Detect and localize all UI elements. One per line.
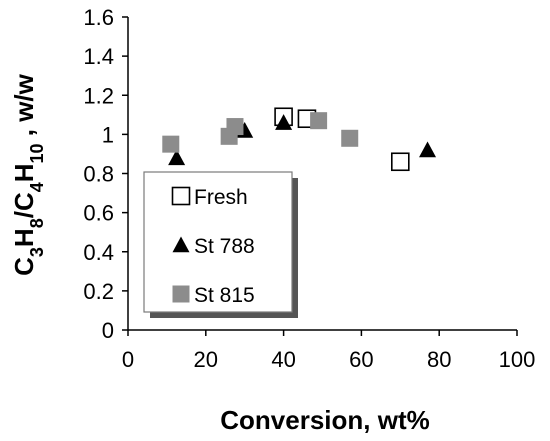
x-tick-label: 0 xyxy=(122,347,134,372)
y-title-part: H xyxy=(9,228,39,247)
data-point xyxy=(162,135,180,153)
legend-label: St 788 xyxy=(194,235,255,258)
y-axis-title: C3H8/C4H10 , w/w xyxy=(9,73,47,276)
y-tick-label: 0.4 xyxy=(83,240,114,265)
x-tick-label: 80 xyxy=(427,347,451,372)
y-tick-label: 0.8 xyxy=(83,162,114,187)
legend: Fresh St 788 St 815 xyxy=(143,171,298,318)
x-tick-label: 20 xyxy=(194,347,218,372)
y-title-subscript: 8 xyxy=(27,218,47,228)
data-point xyxy=(226,118,244,136)
y-tick-label: 0 xyxy=(102,318,114,343)
y-tick-label: 1 xyxy=(102,122,114,147)
y-title-subscript: 3 xyxy=(27,247,47,257)
x-tick-label: 100 xyxy=(499,347,536,372)
x-tick-label: 40 xyxy=(271,347,295,372)
y-title-subscript: 10 xyxy=(27,143,47,163)
y-title-part: , w/w xyxy=(9,73,39,143)
legend-marker xyxy=(171,186,191,206)
y-tick-label: 1.6 xyxy=(83,5,114,30)
y-tick-label: 0.2 xyxy=(83,279,114,304)
x-axis-title: Conversion, wt% xyxy=(220,405,429,435)
y-tick-label: 1.2 xyxy=(83,83,114,108)
y-tick-labels: 0 0.2 0.4 0.6 0.8 1 1.2 1.4 1.6 xyxy=(83,5,114,343)
x-tick-labels: 0 20 40 60 80 100 xyxy=(122,347,535,372)
data-point xyxy=(341,129,359,147)
x-tick-label: 60 xyxy=(349,347,373,372)
legend-label: Fresh xyxy=(194,186,248,209)
y-tick-label: 1.4 xyxy=(83,44,114,69)
axes xyxy=(122,16,518,336)
data-point xyxy=(310,112,328,130)
y-tick-label: 0.6 xyxy=(83,201,114,226)
y-title-subscript: 4 xyxy=(27,182,47,192)
data-point xyxy=(168,149,186,166)
legend-marker xyxy=(172,236,190,253)
y-title-part: H xyxy=(9,163,39,182)
data-point xyxy=(419,141,437,158)
legend-marker xyxy=(172,285,190,303)
legend-label: St 815 xyxy=(194,284,255,307)
y-title-part: /C xyxy=(9,192,39,218)
data-point xyxy=(390,152,410,172)
y-title-part: C xyxy=(9,257,39,276)
svg-text:C3H8/C4H10 , w/w: C3H8/C4H10 , w/w xyxy=(9,73,47,276)
data-markers xyxy=(162,107,437,172)
legend-box xyxy=(143,171,293,313)
data-point xyxy=(275,114,293,130)
